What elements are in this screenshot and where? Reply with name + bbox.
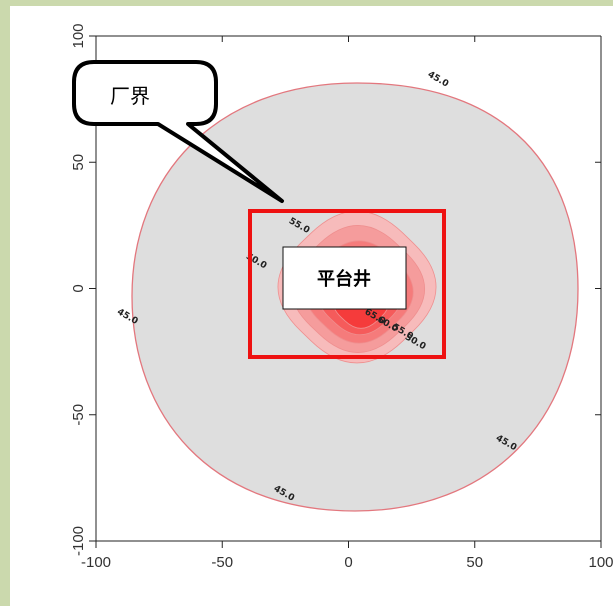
y-tick-label: 50: [70, 154, 87, 171]
y-tick-label: 100: [70, 23, 87, 48]
annotations: 平台井 厂界: [72, 60, 446, 359]
y-tick-label: -50: [70, 404, 87, 426]
chart-frame: -100 -50 0 50 100 -100 -50 0 50 100 45.0 45.0 45.0 4…: [10, 6, 613, 606]
x-tick-label: -100: [81, 554, 111, 571]
platform-label: 平台井: [317, 268, 371, 290]
x-tick-label: 100: [588, 554, 613, 571]
y-tick-label: 0: [70, 284, 87, 292]
callout-label: 厂界: [110, 84, 150, 108]
platform-label-box: [282, 246, 407, 310]
boundary-box: [248, 209, 446, 359]
contour-label: 45.0: [426, 70, 450, 90]
x-tick-label: 50: [466, 554, 483, 571]
y-tick-label: -100: [70, 526, 87, 556]
x-tick-label: -50: [211, 554, 233, 571]
x-tick-label: 0: [344, 554, 352, 571]
callout-bubble: [72, 60, 284, 203]
